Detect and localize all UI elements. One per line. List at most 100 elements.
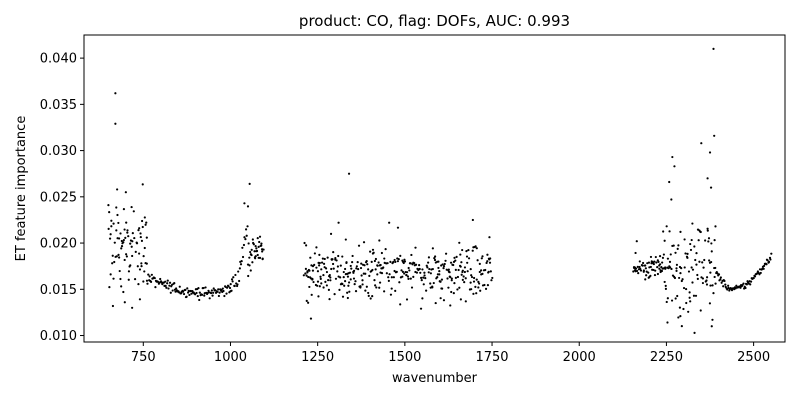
- data-point: [371, 295, 374, 298]
- data-point: [423, 274, 426, 277]
- data-point: [248, 182, 251, 185]
- data-point: [726, 288, 729, 291]
- data-point: [361, 279, 364, 282]
- data-point: [117, 253, 120, 257]
- data-point: [364, 272, 367, 275]
- data-point: [476, 259, 479, 262]
- data-point: [697, 239, 700, 242]
- data-point: [442, 267, 445, 270]
- y-tick-label: 0.020: [40, 237, 77, 252]
- data-point: [675, 269, 678, 272]
- data-point: [686, 256, 689, 259]
- data-point: [459, 253, 462, 256]
- data-point: [154, 286, 157, 289]
- data-point: [127, 278, 130, 281]
- data-point: [678, 306, 682, 309]
- data-point: [308, 269, 311, 272]
- data-point: [705, 283, 709, 286]
- data-point: [466, 270, 469, 273]
- data-point: [763, 264, 766, 267]
- data-point: [260, 244, 263, 247]
- data-point: [709, 271, 712, 274]
- data-point: [389, 260, 392, 263]
- data-point: [123, 258, 126, 262]
- data-point: [304, 267, 307, 270]
- data-point: [679, 272, 682, 275]
- data-point: [376, 273, 379, 276]
- data-point: [668, 180, 671, 184]
- data-point: [710, 325, 713, 328]
- data-point: [402, 261, 405, 265]
- x-tick-label: 750: [131, 350, 156, 365]
- data-point: [388, 221, 391, 224]
- data-point: [647, 271, 650, 274]
- data-point: [145, 236, 148, 239]
- x-tick-label: 1500: [388, 350, 421, 365]
- data-point: [352, 269, 356, 272]
- data-point: [324, 280, 327, 284]
- data-point: [188, 293, 191, 297]
- data-point: [134, 250, 137, 253]
- data-point: [345, 261, 348, 264]
- data-point: [399, 303, 402, 306]
- data-point: [347, 284, 350, 287]
- data-point: [244, 238, 247, 241]
- data-point: [182, 290, 185, 293]
- data-point: [307, 301, 310, 304]
- data-point: [394, 289, 397, 292]
- data-point: [148, 275, 151, 278]
- data-point: [308, 285, 311, 289]
- data-point: [486, 284, 490, 287]
- data-point: [682, 286, 686, 290]
- data-point: [248, 256, 251, 259]
- data-point: [369, 297, 372, 300]
- data-point: [347, 281, 351, 284]
- data-point: [367, 294, 370, 297]
- data-point: [348, 271, 352, 274]
- data-point: [166, 282, 169, 285]
- data-point: [710, 250, 713, 253]
- data-point: [144, 223, 147, 226]
- data-point: [637, 272, 640, 275]
- data-point: [636, 265, 639, 268]
- data-point: [642, 270, 645, 273]
- x-axis-label: wavenumber: [392, 371, 478, 386]
- data-point: [439, 280, 442, 283]
- data-point: [453, 256, 456, 259]
- data-point: [448, 271, 451, 274]
- data-point: [719, 278, 722, 281]
- data-point: [131, 240, 134, 243]
- data-point: [486, 260, 489, 263]
- data-point: [475, 278, 478, 281]
- data-point: [444, 259, 447, 262]
- data-point: [690, 266, 693, 269]
- data-point: [253, 250, 256, 253]
- data-point: [707, 240, 710, 243]
- data-point: [418, 264, 421, 267]
- data-point: [434, 301, 437, 305]
- data-point: [459, 298, 462, 301]
- data-point: [245, 234, 248, 237]
- data-point: [654, 255, 657, 259]
- data-point: [652, 262, 655, 266]
- data-point: [175, 287, 178, 290]
- data-point: [324, 267, 328, 270]
- data-point: [153, 276, 156, 280]
- data-point: [238, 267, 241, 270]
- data-point: [126, 231, 129, 234]
- data-point: [240, 259, 243, 263]
- data-point: [125, 221, 128, 224]
- data-point: [168, 284, 171, 287]
- data-point: [168, 281, 172, 284]
- data-point: [678, 276, 681, 280]
- data-point: [458, 286, 461, 289]
- data-point: [694, 258, 697, 262]
- data-point: [478, 282, 481, 285]
- data-point: [201, 293, 204, 296]
- data-point: [140, 219, 144, 223]
- data-point: [691, 268, 695, 271]
- data-point: [739, 286, 742, 289]
- data-point: [759, 271, 762, 275]
- data-point: [318, 253, 321, 256]
- data-point: [488, 236, 491, 239]
